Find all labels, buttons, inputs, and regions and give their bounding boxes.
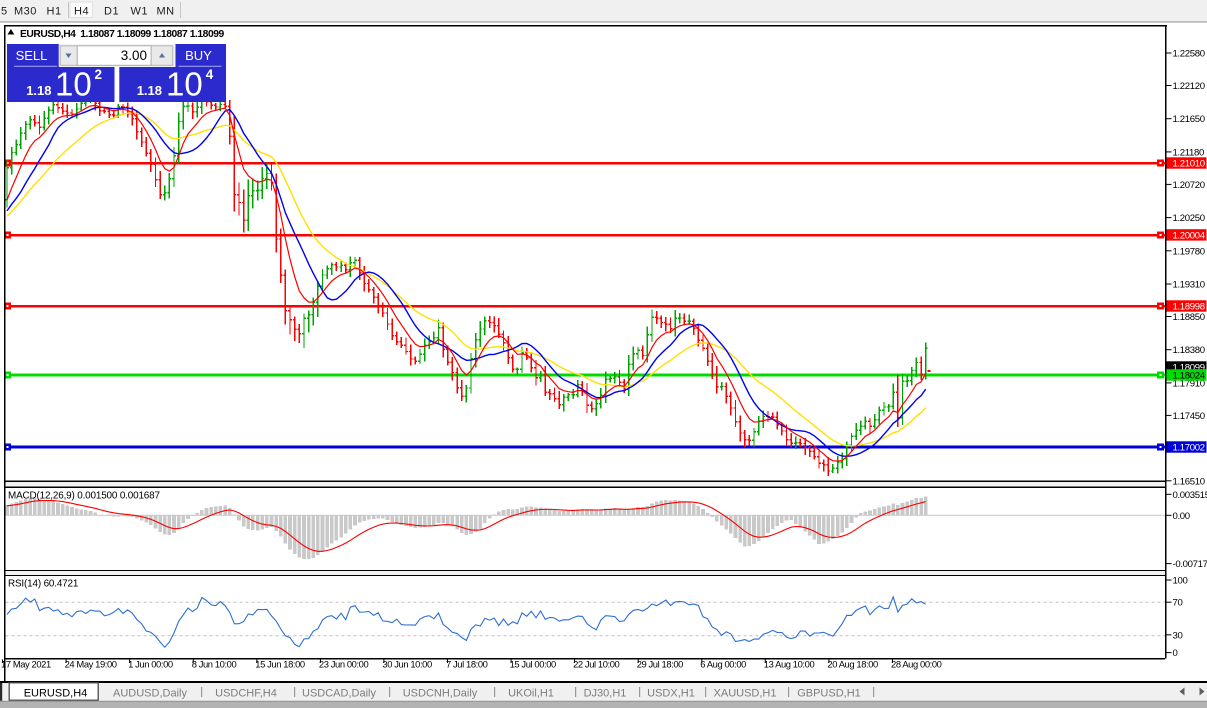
svg-text:15 Jul 00:00: 15 Jul 00:00	[510, 659, 556, 670]
svg-text:USDCHF,H4: USDCHF,H4	[215, 687, 277, 699]
svg-text:BUY: BUY	[185, 48, 212, 63]
svg-text:0.00: 0.00	[1173, 511, 1190, 522]
svg-text:EURUSD,H4: EURUSD,H4	[24, 687, 88, 699]
svg-text:W1: W1	[131, 6, 149, 18]
svg-text:1.18099: 1.18099	[1173, 363, 1205, 374]
svg-text:XAUUSD,H1: XAUUSD,H1	[714, 687, 777, 699]
svg-text:100: 100	[1173, 576, 1188, 587]
svg-text:UKOil,H1: UKOil,H1	[508, 687, 554, 699]
svg-text:1 Jun 00:00: 1 Jun 00:00	[128, 659, 173, 670]
svg-text:1.22580: 1.22580	[1173, 49, 1205, 60]
svg-text:1.19780: 1.19780	[1173, 246, 1205, 257]
svg-text:30: 30	[1173, 630, 1183, 641]
svg-text:1.22120: 1.22120	[1173, 81, 1205, 92]
svg-text:SELL: SELL	[16, 48, 48, 63]
svg-text:EURUSD,H4 1.18087 1.18099 1.1: EURUSD,H4 1.18087 1.18099 1.18087 1.1809…	[20, 29, 225, 40]
svg-text:6 Aug 00:00: 6 Aug 00:00	[700, 659, 746, 670]
svg-text:1.18: 1.18	[137, 83, 162, 98]
svg-text:4: 4	[206, 67, 214, 82]
svg-text:1.20250: 1.20250	[1173, 213, 1205, 224]
svg-text:1.20004: 1.20004	[1173, 230, 1206, 241]
svg-text:1.17910: 1.17910	[1173, 378, 1205, 389]
svg-text:1.20720: 1.20720	[1173, 180, 1205, 191]
svg-text:1.17450: 1.17450	[1173, 411, 1205, 422]
svg-text:USDCAD,Daily: USDCAD,Daily	[302, 687, 376, 699]
svg-text:1.18850: 1.18850	[1173, 312, 1205, 323]
svg-text:DJ30,H1: DJ30,H1	[584, 687, 627, 699]
svg-text:23 Jun 00:00: 23 Jun 00:00	[319, 659, 369, 670]
svg-text:GBPUSD,H1: GBPUSD,H1	[797, 687, 861, 699]
svg-text:8 Jun 10:00: 8 Jun 10:00	[192, 659, 237, 670]
svg-text:1.21180: 1.21180	[1173, 147, 1205, 158]
svg-text:1.16510: 1.16510	[1173, 476, 1205, 487]
svg-text:USDCNH,Daily: USDCNH,Daily	[403, 687, 478, 699]
svg-text:RSI(14) 60.4721: RSI(14) 60.4721	[8, 579, 79, 590]
svg-text:10: 10	[55, 66, 92, 103]
svg-text:13 Aug 10:00: 13 Aug 10:00	[764, 659, 815, 670]
svg-text:70: 70	[1173, 598, 1183, 609]
svg-text:1.21650: 1.21650	[1173, 114, 1205, 125]
svg-text:MACD(12,26,9) 0.001500 0.00168: MACD(12,26,9) 0.001500 0.001687	[8, 491, 160, 502]
svg-text:20 Aug 18:00: 20 Aug 18:00	[827, 659, 878, 670]
svg-text:29 Jul 18:00: 29 Jul 18:00	[637, 659, 683, 670]
svg-text:30 Jun 10:00: 30 Jun 10:00	[382, 659, 432, 670]
svg-text:15 Jun 18:00: 15 Jun 18:00	[255, 659, 305, 670]
svg-text:2: 2	[95, 67, 103, 82]
svg-text:1.19310: 1.19310	[1173, 280, 1205, 291]
svg-text:0: 0	[1173, 648, 1178, 659]
svg-text:5: 5	[1, 6, 8, 18]
svg-text:H4: H4	[74, 6, 89, 18]
svg-text:17 May 2021: 17 May 2021	[1, 659, 51, 670]
svg-text:1.21010: 1.21010	[1173, 159, 1205, 170]
svg-text:0.003515: 0.003515	[1173, 490, 1207, 501]
svg-text:3.00: 3.00	[121, 48, 147, 63]
svg-text:M30: M30	[14, 6, 37, 18]
svg-text:22 Jul 10:00: 22 Jul 10:00	[573, 659, 619, 670]
svg-text:1.17002: 1.17002	[1173, 443, 1205, 454]
svg-text:1.18998: 1.18998	[1173, 302, 1205, 313]
svg-text:-0.007178: -0.007178	[1173, 559, 1207, 570]
svg-text:AUDUSD,Daily: AUDUSD,Daily	[113, 687, 187, 699]
svg-text:28 Aug 00:00: 28 Aug 00:00	[891, 659, 942, 670]
svg-text:1.18024: 1.18024	[1173, 371, 1206, 382]
svg-text:H1: H1	[47, 6, 62, 18]
svg-text:D1: D1	[104, 6, 119, 18]
svg-text:USDX,H1: USDX,H1	[647, 687, 695, 699]
svg-text:10: 10	[166, 66, 203, 103]
svg-text:24 May 19:00: 24 May 19:00	[65, 659, 117, 670]
svg-text:MN: MN	[157, 6, 175, 18]
svg-text:1.18: 1.18	[26, 83, 51, 98]
svg-text:7 Jul 18:00: 7 Jul 18:00	[446, 659, 488, 670]
svg-text:1.18380: 1.18380	[1173, 345, 1205, 356]
